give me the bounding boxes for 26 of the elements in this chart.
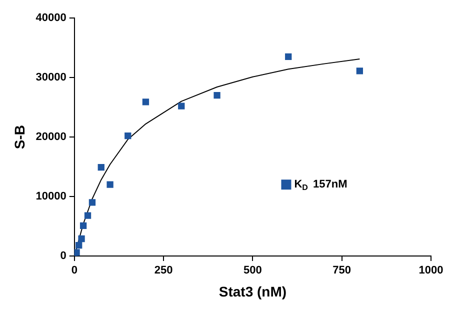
point (80, 222, 87, 229)
point (88, 199, 96, 206)
y-tick-label: 30000 (36, 72, 66, 84)
point (76, 242, 82, 249)
y-tick-label: 20000 (36, 131, 66, 144)
point (84, 212, 92, 219)
point (285, 53, 292, 60)
point (78, 235, 85, 242)
point (142, 98, 150, 106)
point (214, 92, 220, 99)
x-tick-label: 0 (71, 264, 78, 277)
x-axis-title: Stat3 (nM) (218, 283, 287, 300)
y-tick-label: 10000 (36, 190, 66, 203)
point (106, 181, 114, 188)
point (178, 102, 185, 110)
point (98, 164, 104, 171)
y-tick-label: 40000 (36, 12, 66, 24)
x-tick-label: 250 (154, 264, 173, 277)
x-tick-label: 500 (244, 264, 262, 277)
y-tick-label: 0 (60, 250, 66, 262)
x-tick-label: 1000 (418, 264, 444, 277)
point (356, 68, 364, 74)
y-axis-title: S-B (11, 124, 28, 150)
point (74, 249, 80, 256)
point (124, 132, 132, 140)
x-tick-label: 750 (332, 264, 352, 277)
